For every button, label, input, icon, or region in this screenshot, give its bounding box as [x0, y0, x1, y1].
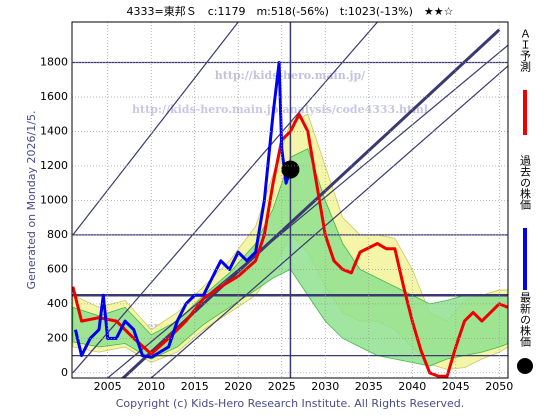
y-tick-label: 1000 [40, 193, 68, 206]
x-tick-label: 2030 [311, 380, 339, 393]
x-tick-label: 2035 [355, 380, 383, 393]
latest-price-marker [281, 160, 300, 179]
x-tick-label: 2040 [398, 380, 426, 393]
plot-area [72, 22, 508, 378]
chart-title: 4333=東邦Ｓ c:1179 m:518(-56%) t:1023(-13%)… [127, 5, 454, 18]
y-tick-label: 400 [47, 297, 68, 310]
y-tick-label: 1400 [40, 124, 68, 137]
trend-line [72, 22, 378, 374]
y-tick-label: 600 [47, 262, 68, 275]
y-tick-label: 200 [47, 331, 68, 344]
x-tick-label: 2005 [94, 380, 122, 393]
x-tick-label: 2010 [137, 380, 165, 393]
footer: Copyright (c) Kids-Hero Research Institu… [116, 397, 465, 410]
trend-line [150, 65, 508, 378]
y-tick-label: 1200 [40, 159, 68, 172]
legend-label: ＡＩ予測 [519, 28, 532, 73]
x-tick-label: 2025 [268, 380, 296, 393]
trend-line [107, 44, 508, 378]
x-tick-label: 2050 [485, 380, 513, 393]
x-tick-label: 2015 [181, 380, 209, 393]
legend-label: 過去の株価 [519, 155, 532, 210]
y-tick-label: 0 [61, 366, 68, 379]
legend-label: 最新の株価 [519, 292, 532, 347]
y-tick-label: 1600 [40, 90, 68, 103]
plot-frame [71, 21, 509, 379]
y-tick-label: 800 [47, 228, 68, 241]
trend-line [120, 28, 501, 378]
x-tick-label: 2020 [224, 380, 252, 393]
side-note: Generated on Monday 2026/1/5. [25, 111, 38, 290]
legend-swatch [517, 358, 533, 374]
trend-line [72, 22, 239, 236]
x-tick-label: 2045 [442, 380, 470, 393]
series-line [72, 112, 508, 378]
y-tick-label: 1800 [40, 56, 68, 69]
